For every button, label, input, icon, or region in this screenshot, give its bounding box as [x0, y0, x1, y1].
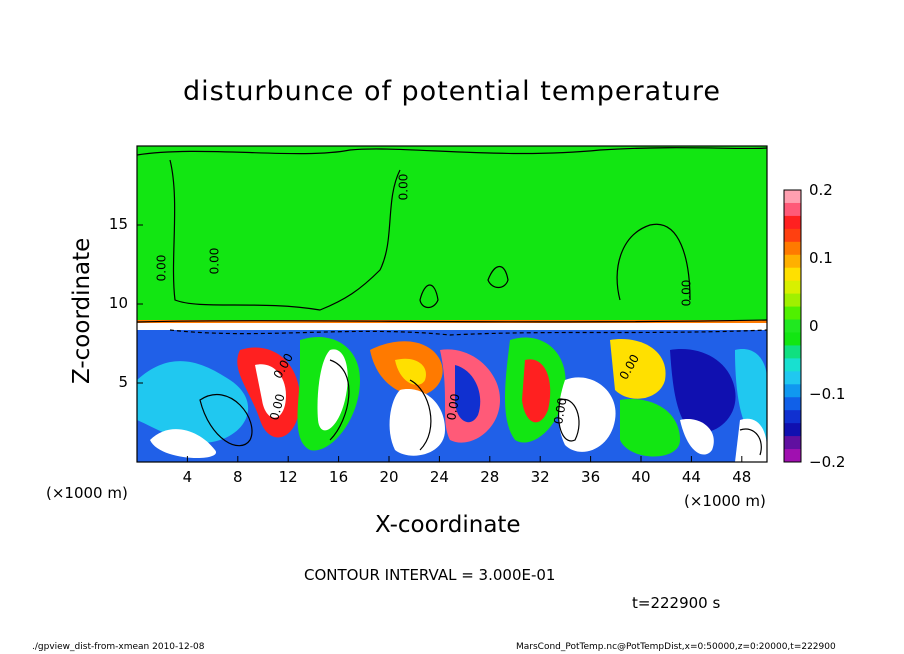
- colorbar-step: [784, 423, 801, 437]
- x-tick-label: 48: [732, 468, 752, 486]
- colorbar-step: [784, 254, 801, 269]
- colorbar-step: [784, 241, 801, 256]
- z-tick-label: 5: [118, 373, 128, 391]
- x-unit-left: (×1000 m): [46, 484, 128, 502]
- colorbar: [784, 190, 801, 463]
- x-tick-label: 4: [182, 468, 193, 486]
- footer-left: ./gpview_dist-from-xmean 2010-12-08: [32, 642, 205, 652]
- upper-field: [137, 146, 767, 320]
- colorbar-tick-label: 0: [809, 317, 819, 335]
- colorbar-tick-label: 0.1: [809, 249, 833, 267]
- colorbar-step: [784, 190, 801, 204]
- x-tick-label: 16: [329, 468, 349, 486]
- x-tick-label: 44: [681, 468, 701, 486]
- colorbar-frame: [783, 189, 802, 463]
- x-tick-label: 24: [429, 468, 449, 486]
- colorbar-step: [784, 358, 801, 372]
- colorbar-tick-label: −0.2: [809, 453, 846, 471]
- colorbar-step: [784, 410, 801, 424]
- x-tick-label: 36: [581, 468, 601, 486]
- colorbar-step: [784, 293, 801, 308]
- colorbar-step: [784, 267, 801, 282]
- colorbar-step: [784, 345, 801, 359]
- x-tick-label: 20: [379, 468, 399, 486]
- colorbar-step: [784, 371, 801, 385]
- x-tick-label: 12: [278, 468, 298, 486]
- colorbar-step: [784, 436, 801, 450]
- colorbar-step: [784, 332, 801, 346]
- colorbar-step: [784, 397, 801, 411]
- colorbar-tick-label: −0.1: [809, 385, 846, 403]
- contour-label: 0.00: [154, 254, 169, 282]
- colorbar-step: [784, 280, 801, 295]
- chart-title: disturbunce of potential temperature: [183, 76, 721, 107]
- contour-lines: [136, 147, 768, 456]
- contour-label: 0.00: [395, 173, 410, 201]
- colorbar-step: [784, 319, 801, 333]
- footer-right: MarsCond_PotTemp.nc@PotTempDist,x=0:5000…: [516, 642, 836, 652]
- x-unit-right: (×1000 m): [684, 492, 766, 510]
- colorbar-step: [784, 306, 801, 321]
- z-tick-label: 10: [108, 294, 128, 312]
- colorbar-step: [784, 384, 801, 398]
- x-tick-label: 40: [631, 468, 651, 486]
- z-axis-label: Z-coordinate: [69, 237, 95, 384]
- colorbar-step: [784, 215, 801, 230]
- x-tick-label: 8: [233, 468, 243, 486]
- time-text: t=222900 s: [632, 594, 721, 612]
- contour-interval-text: CONTOUR INTERVAL = 3.000E-01: [304, 566, 556, 584]
- contour-label: 0.00: [679, 279, 694, 307]
- colorbar-step: [784, 449, 801, 463]
- colorbar-step: [784, 202, 801, 217]
- x-tick-label: 28: [480, 468, 500, 486]
- z-tick-label: 15: [108, 215, 128, 233]
- contour-label: 0.00: [206, 247, 221, 275]
- colorbar-step: [784, 228, 801, 243]
- x-tick-label: 32: [530, 468, 550, 486]
- colorbar-tick-label: 0.2: [809, 181, 833, 199]
- x-axis-label: X-coordinate: [375, 512, 521, 538]
- lower-field: [137, 320, 767, 462]
